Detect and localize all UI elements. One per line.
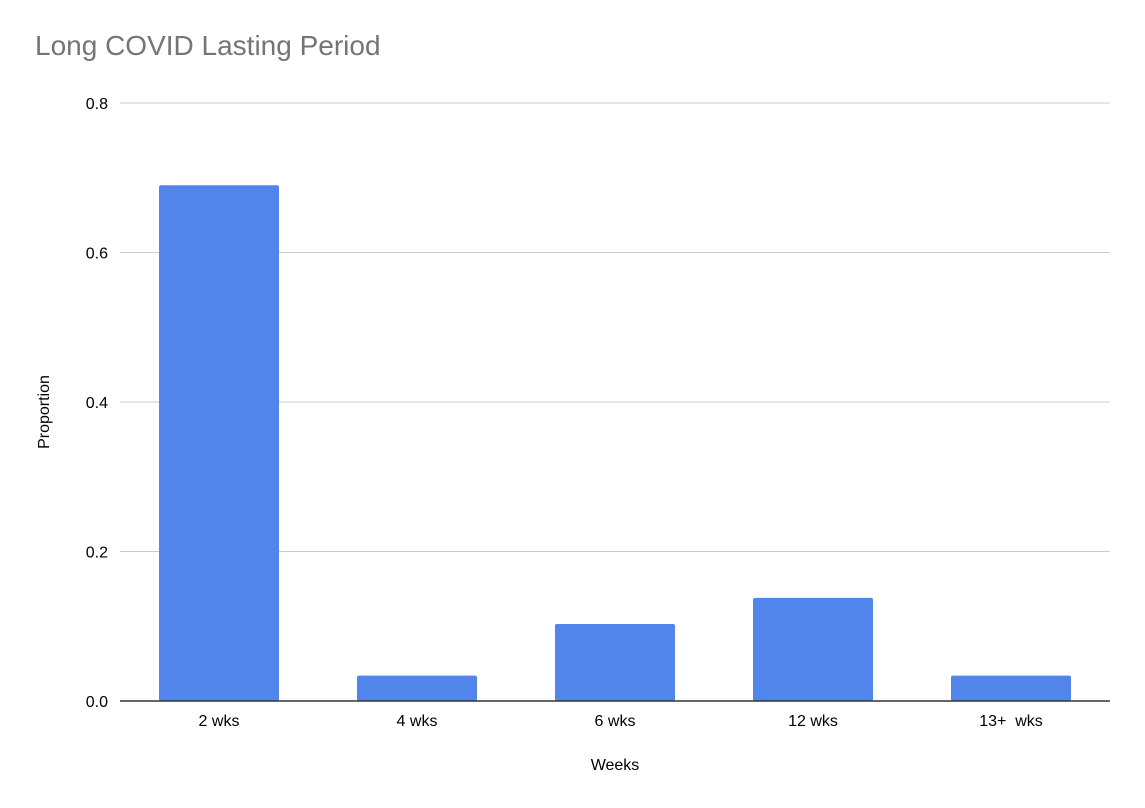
y-axis-title: Proportion [36, 375, 53, 449]
y-tick-labels: 0.0 0.2 0.4 0.6 0.8 [86, 96, 108, 711]
x-tick-label: 4 wks [397, 713, 438, 730]
y-tick-label: 0.4 [86, 395, 108, 412]
y-tick-label: 0.8 [86, 96, 108, 113]
y-tick-label: 0.6 [86, 246, 108, 263]
x-tick-label: 6 wks [595, 713, 636, 730]
bar [357, 675, 477, 701]
chart-title: Long COVID Lasting Period [35, 30, 381, 61]
x-tick-label: 13+ wks [979, 713, 1043, 730]
bar [555, 624, 675, 701]
bar [159, 185, 279, 702]
bars [159, 185, 1071, 702]
y-tick-label: 0.0 [86, 694, 108, 711]
x-tick-label: 2 wks [199, 713, 240, 730]
bar [951, 675, 1071, 701]
x-tick-label: 12 wks [788, 713, 838, 730]
y-tick-label: 0.2 [86, 545, 108, 562]
x-tick-labels: 2 wks 4 wks 6 wks 12 wks 13+ wks [199, 713, 1043, 730]
gridlines [120, 102, 1110, 552]
bar [753, 597, 873, 701]
x-axis-title: Weeks [591, 757, 640, 774]
